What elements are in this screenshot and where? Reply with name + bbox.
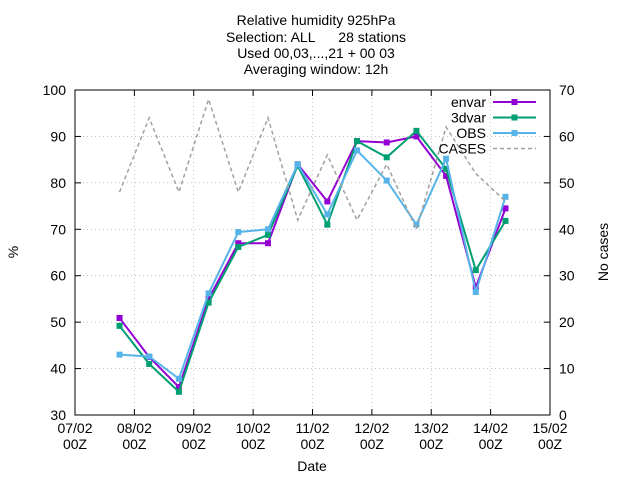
- legend-label-3dvar: 3dvar: [451, 110, 486, 126]
- x-tick-label-time: 00Z: [122, 436, 147, 452]
- data-point-envar: [205, 295, 212, 302]
- x-tick-label: 09/02: [176, 420, 211, 436]
- legend-label-envar: envar: [451, 94, 486, 110]
- data-point-obs: [502, 193, 509, 200]
- x-tick-label: 15/02: [532, 420, 567, 436]
- x-tick-label-time: 00Z: [479, 436, 504, 452]
- data-point-obs: [175, 375, 182, 382]
- y-tick-label: 80: [50, 175, 66, 191]
- data-point-3dvar: [472, 267, 479, 274]
- title-line-4: Averaging window: 12h: [244, 61, 389, 77]
- data-point-obs: [264, 226, 271, 233]
- data-point-envar: [413, 133, 420, 140]
- data-point-envar: [383, 139, 390, 146]
- y2-tick-label: 30: [559, 268, 575, 284]
- x-tick-label: 10/02: [236, 420, 271, 436]
- y-tick-label: 60: [50, 268, 66, 284]
- data-point-envar: [264, 240, 271, 247]
- data-point-obs: [324, 211, 331, 218]
- y2-axis-label: No cases: [595, 223, 611, 281]
- title-line-1: Relative humidity 925hPa: [237, 12, 396, 28]
- data-point-obs: [383, 177, 390, 184]
- data-point-3dvar: [146, 360, 153, 367]
- y-tick-label: 100: [43, 82, 67, 98]
- title-line-3: Used 00,03,...,21 + 00 03: [237, 45, 395, 61]
- title-line-2: Selection: ALL 28 stations: [226, 29, 406, 45]
- y-tick-label: 50: [50, 314, 66, 330]
- legend-marker-envar: [511, 99, 518, 105]
- series-line-cases: [118, 96, 507, 232]
- data-point-3dvar: [354, 138, 361, 145]
- x-tick-label-time: 00Z: [360, 436, 385, 452]
- legend-label-cases: CASES: [439, 141, 486, 157]
- data-point-3dvar: [235, 243, 242, 250]
- data-point-envar: [502, 205, 509, 212]
- y2-tick-label: 0: [559, 407, 567, 423]
- data-point-obs: [472, 288, 479, 295]
- y2-tick-label: 40: [559, 221, 575, 237]
- y2-tick-label: 20: [559, 314, 575, 330]
- x-tick-label-time: 00Z: [241, 436, 266, 452]
- data-point-obs: [235, 229, 242, 236]
- data-point-envar: [116, 314, 123, 321]
- y-tick-label: 70: [50, 221, 66, 237]
- data-point-obs: [205, 290, 212, 297]
- data-point-3dvar: [413, 127, 420, 134]
- data-point-obs: [443, 155, 450, 162]
- data-point-envar: [175, 384, 182, 391]
- y-axis-label: %: [5, 246, 21, 258]
- series: [116, 96, 509, 395]
- series-line-obs: [119, 148, 507, 381]
- axes: 07/0200Z08/0200Z09/0200Z10/0200Z11/0200Z…: [43, 82, 575, 452]
- data-point-3dvar: [324, 221, 331, 228]
- x-tick-label: 14/02: [473, 420, 508, 436]
- data-point-3dvar: [264, 231, 271, 238]
- series-line-3dvar: [118, 129, 507, 394]
- x-tick-label-time: 00Z: [419, 436, 444, 452]
- chart-title: Relative humidity 925hPa Selection: ALL …: [226, 12, 406, 77]
- y-tick-label: 90: [50, 128, 66, 144]
- data-point-3dvar: [175, 388, 182, 395]
- x-tick-label: 13/02: [414, 420, 449, 436]
- data-point-3dvar: [443, 165, 450, 172]
- x-tick-label: 07/02: [57, 420, 92, 436]
- x-axis-label: Date: [297, 458, 327, 474]
- y-tick-label: 30: [50, 407, 66, 423]
- data-point-envar: [443, 172, 450, 179]
- y-tick-label: 40: [50, 361, 66, 377]
- y2-tick-label: 70: [559, 82, 575, 98]
- x-tick-label-time: 00Z: [63, 436, 88, 452]
- y2-tick-label: 10: [559, 361, 575, 377]
- data-point-3dvar: [502, 217, 509, 224]
- data-point-obs: [413, 221, 420, 228]
- data-point-obs: [146, 353, 153, 360]
- data-point-3dvar: [205, 299, 212, 306]
- data-point-obs: [294, 161, 301, 168]
- data-point-3dvar: [383, 154, 390, 161]
- legend-marker-3dvar: [511, 114, 518, 121]
- y2-tick-label: 60: [559, 128, 575, 144]
- legend-label-obs: OBS: [456, 125, 486, 141]
- data-point-obs: [354, 147, 361, 154]
- legend-marker-obs: [511, 130, 518, 136]
- x-tick-label: 12/02: [354, 420, 389, 436]
- y2-tick-label: 50: [559, 175, 575, 191]
- data-point-envar: [235, 240, 242, 247]
- x-tick-label: 08/02: [117, 420, 152, 436]
- x-tick-label-time: 00Z: [300, 436, 325, 452]
- data-point-obs: [116, 351, 123, 358]
- x-tick-label-time: 00Z: [182, 436, 207, 452]
- data-point-3dvar: [116, 322, 123, 329]
- data-point-envar: [324, 198, 331, 205]
- x-tick-label: 11/02: [296, 420, 330, 436]
- x-tick-label-time: 00Z: [538, 436, 563, 452]
